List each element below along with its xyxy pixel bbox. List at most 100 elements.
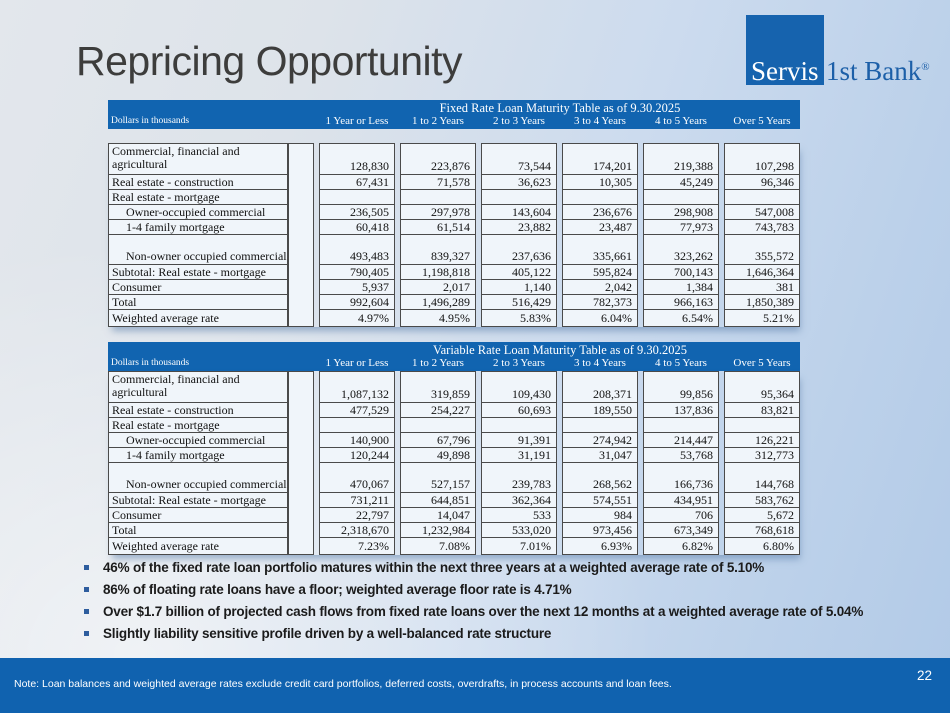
cell-value: 107,298	[755, 159, 794, 173]
cell-value	[320, 417, 394, 432]
table-title: Variable Rate Loan Maturity Table as of …	[432, 343, 688, 357]
row-label: Total	[109, 522, 287, 537]
spacer-column	[288, 371, 314, 555]
spacer-column	[288, 143, 314, 327]
cell-value: 470,067	[320, 462, 394, 492]
cell-value: 126,221	[725, 432, 799, 447]
cell-value: 1,198,818	[401, 264, 475, 279]
logo-1st-bank-text: 1st Bank®	[826, 56, 930, 86]
cell-value: 128,830	[350, 159, 389, 173]
row-label: 1-4 family mortgage	[109, 447, 287, 462]
column-header: 2 to 3 Years	[493, 357, 545, 369]
table-header: Variable Rate Loan Maturity Table as of …	[108, 342, 800, 371]
cell-value: 547,008	[725, 204, 799, 219]
cell-value: 319,859	[431, 387, 470, 401]
bullet-item: 46% of the fixed rate loan portfolio mat…	[84, 560, 924, 575]
cell-value	[644, 417, 718, 432]
cell-value: 4.95%	[401, 309, 475, 326]
cell-value: 1,232,984	[401, 522, 475, 537]
cell-value: 1,140	[482, 279, 556, 294]
cell-value: 14,047	[401, 507, 475, 522]
bullet-item: 86% of floating rate loans have a floor;…	[84, 582, 924, 597]
column-header: Over 5 Years	[733, 357, 791, 369]
row-label: Consumer	[109, 507, 287, 522]
row-label: Subtotal: Real estate - mortgage	[109, 492, 287, 507]
fixed-rate-loan-maturity-table: Fixed Rate Loan Maturity Table as of 9.3…	[108, 100, 800, 327]
cell-value: 1,496,289	[401, 294, 475, 309]
column-header: 1 Year or Less	[325, 115, 389, 127]
data-column: 95,364 83,821 126,221 312,773 144,768 583,762…	[724, 371, 800, 555]
column-header: 4 to 5 Years	[655, 357, 707, 369]
cell-value: 477,529	[320, 402, 394, 417]
cell-value: 984	[563, 507, 637, 522]
cell-value: 219,388	[674, 159, 713, 173]
bullet-list: 46% of the fixed rate loan portfolio mat…	[84, 560, 924, 648]
column-header: 1 to 2 Years	[412, 357, 464, 369]
cell-value	[401, 417, 475, 432]
cell-value: 434,951	[644, 492, 718, 507]
row-label: Subtotal: Real estate - mortgage	[109, 264, 287, 279]
cell-value: 533	[482, 507, 556, 522]
cell-value: 23,487	[563, 219, 637, 234]
row-label: Real estate - construction	[109, 174, 287, 189]
cell-value: 22,797	[320, 507, 394, 522]
bullet-item: Slightly liability sensitive profile dri…	[84, 626, 924, 641]
cell-value	[725, 189, 799, 204]
cell-value: 236,676	[563, 204, 637, 219]
page-title: Repricing Opportunity	[76, 38, 463, 84]
label-column: Commercial, financial and agricultural Re…	[108, 371, 288, 555]
cell-value: 23,882	[482, 219, 556, 234]
cell-value: 335,661	[563, 234, 637, 264]
cell-value: 4.97%	[320, 309, 394, 326]
cell-value: 6.04%	[563, 309, 637, 326]
cell-value: 706	[644, 507, 718, 522]
servisfirst-bank-logo: Servis 1st Bank®	[746, 15, 930, 85]
cell-value: 49,898	[401, 447, 475, 462]
cell-value: 323,262	[644, 234, 718, 264]
row-label: 1-4 family mortgage	[109, 219, 287, 234]
column-header: 3 to 4 Years	[574, 357, 626, 369]
cell-value: 239,783	[482, 462, 556, 492]
logo-servis-text: Servis	[751, 56, 819, 86]
page-number: 22	[916, 668, 932, 683]
cell-value: 673,349	[644, 522, 718, 537]
row-label: Real estate - construction	[109, 402, 287, 417]
cell-value: 174,201	[593, 159, 632, 173]
cell-value: 574,551	[563, 492, 637, 507]
row-label: Consumer	[109, 279, 287, 294]
cell-value: 644,851	[401, 492, 475, 507]
column-header: 3 to 4 Years	[574, 115, 626, 127]
cell-value: 6.54%	[644, 309, 718, 326]
table-column-headers: Dollars in thousands 1 Year or Less 1 to 2…	[108, 115, 800, 129]
cell-value: 95,364	[761, 387, 794, 401]
data-column: 107,298 96,346 547,008 743,783 355,572 1,646,…	[724, 143, 800, 327]
bullet-square-icon	[84, 631, 89, 636]
table-title: Fixed Rate Loan Maturity Table as of 9.3…	[439, 101, 681, 115]
cell-value: 140,900	[320, 432, 394, 447]
cell-value: 60,693	[482, 402, 556, 417]
cell-value	[320, 189, 394, 204]
cell-value: 45,249	[644, 174, 718, 189]
cell-value: 120,244	[320, 447, 394, 462]
cell-value: 583,762	[725, 492, 799, 507]
data-column: 128,830 67,431 236,505 60,418 493,483 790,405…	[319, 143, 395, 327]
row-label: Owner-occupied commercial	[109, 432, 287, 447]
cell-value: 31,047	[563, 447, 637, 462]
bullet-item: Over $1.7 billion of projected cash flow…	[84, 604, 924, 619]
cell-value: 5.21%	[725, 309, 799, 326]
row-label: Total	[109, 294, 287, 309]
cell-value: 700,143	[644, 264, 718, 279]
row-label: Real estate - mortgage	[109, 417, 287, 432]
label-column: Commercial, financial and agricultural Re…	[108, 143, 288, 327]
cell-value: 1,850,389	[725, 294, 799, 309]
row-label: Weighted average rate	[109, 537, 287, 554]
cell-value: 6.80%	[725, 537, 799, 554]
registered-trademark: ®	[921, 61, 930, 73]
cell-value: 214,447	[644, 432, 718, 447]
cell-value: 992,604	[320, 294, 394, 309]
cell-value: 782,373	[563, 294, 637, 309]
data-column: 208,371 189,550 274,942 31,047 268,562 574,55…	[562, 371, 638, 555]
cell-value: 5,672	[725, 507, 799, 522]
bullet-text: 86% of floating rate loans have a floor;…	[103, 582, 572, 597]
